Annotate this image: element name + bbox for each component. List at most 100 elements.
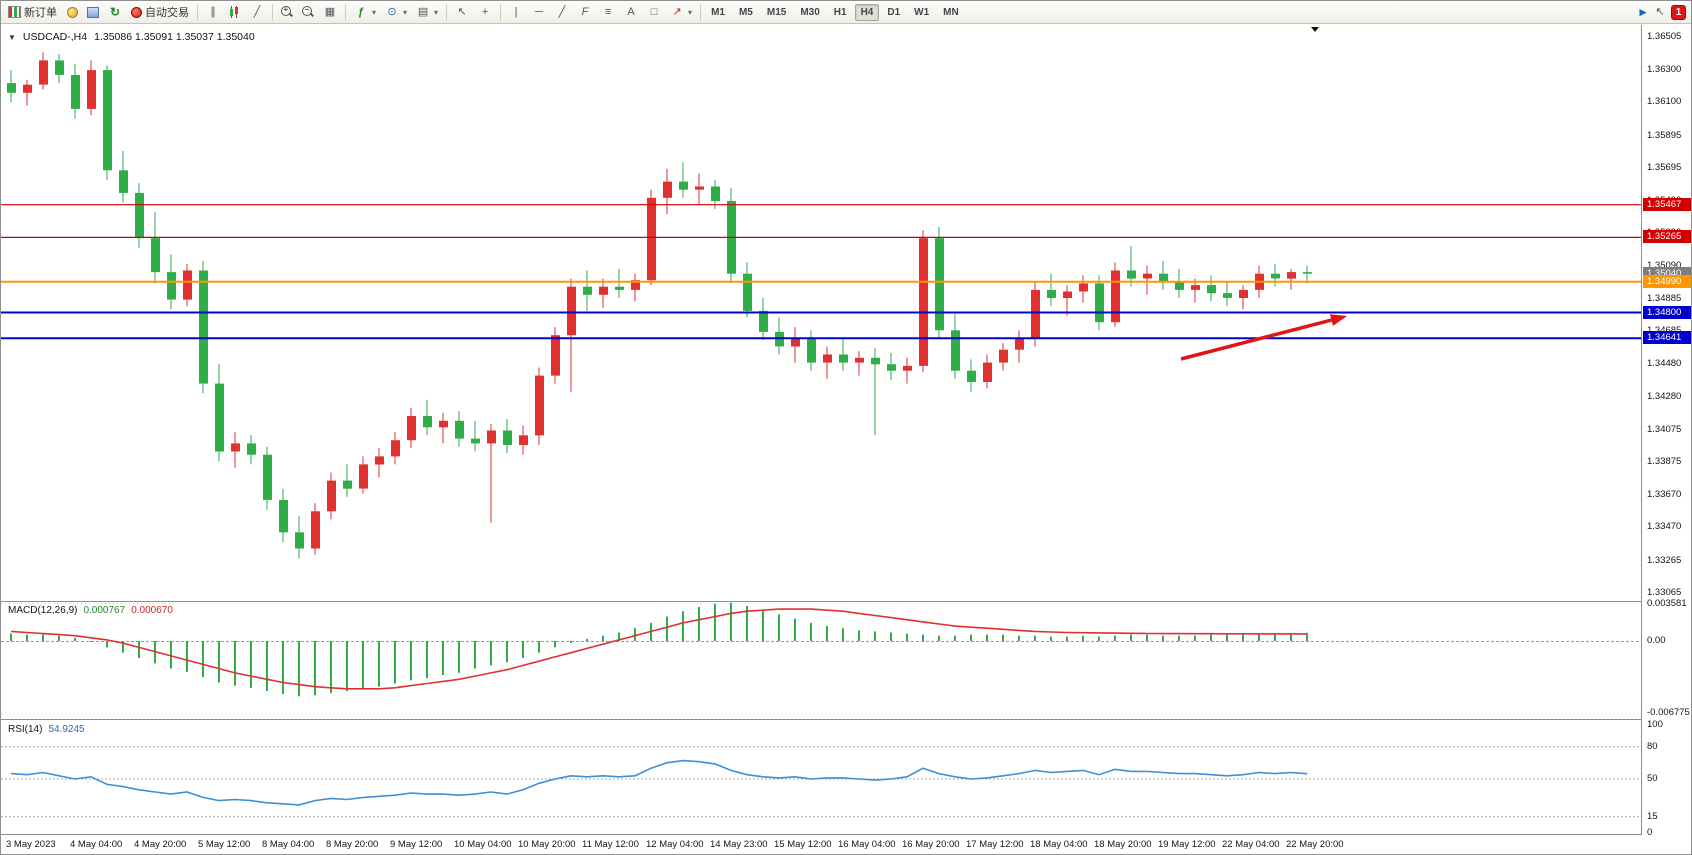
autotrade-icon — [131, 6, 142, 18]
price-axis-label: 1.35090 — [1647, 260, 1682, 271]
toolbar-separator — [446, 3, 448, 21]
chart-menu-triangle-icon[interactable]: ▼ — [8, 32, 16, 42]
toolbar-right-icons: ► ↖ 1 — [1637, 4, 1688, 20]
candlestick-button[interactable] — [225, 3, 245, 22]
horizontal-line-button[interactable]: ─ — [528, 3, 550, 22]
rsi-axis-label: 0 — [1647, 827, 1653, 838]
label-button[interactable]: □ — [643, 3, 665, 22]
time-axis-label: 15 May 12:00 — [774, 839, 832, 850]
time-axis-label: 9 May 12:00 — [390, 839, 443, 850]
autotrade-button[interactable]: 自动交易 — [127, 3, 193, 22]
rsi-axis-label: 50 — [1647, 773, 1658, 784]
vertical-line-button[interactable]: | — [505, 3, 527, 22]
time-axis-label: 14 May 23:00 — [710, 839, 768, 850]
fibonacci-button[interactable]: F — [574, 3, 596, 22]
timeframe-M1[interactable]: M1 — [711, 6, 725, 18]
toolbar-separator — [197, 3, 198, 21]
macd-axis-label: -0.006775 — [1647, 707, 1690, 718]
refresh-button[interactable]: ↻ — [104, 3, 126, 22]
autotrade-label: 自动交易 — [145, 7, 189, 19]
price-axis[interactable] — [1642, 25, 1691, 835]
timeframe-M5[interactable]: M5 — [738, 6, 753, 18]
price-axis-label: 1.34075 — [1647, 424, 1682, 435]
hline-price-badge: 1.35265 — [1643, 230, 1691, 243]
templates-button[interactable]: ▤ ▾ — [412, 3, 442, 22]
price-axis-label: 1.33670 — [1647, 489, 1682, 500]
timeframe-group: M1 M5 M15 M30 H1 H4 D1 W1 MN — [705, 3, 965, 21]
time-axis-label: 5 May 12:00 — [198, 839, 251, 850]
macd-layer — [1, 602, 1691, 714]
macd-axis-label: 0.00 — [1647, 635, 1666, 646]
time-axis-label: 11 May 12:00 — [582, 839, 639, 850]
price-axis-label: 1.33470 — [1647, 521, 1682, 532]
time-axis-label: 3 May 2023 — [6, 839, 56, 850]
macd-pane-label: MACD(12,26,9) 0.000767 0.000670 — [8, 605, 173, 616]
price-axis-label: 1.36100 — [1647, 96, 1682, 107]
toolbar-separator — [272, 3, 273, 21]
new-order-icon — [8, 6, 21, 18]
macd-signal-value: 0.000670 — [131, 605, 173, 616]
crosshair-icon: + — [481, 6, 489, 18]
text-button[interactable]: A — [620, 3, 642, 22]
time-axis[interactable] — [1, 835, 1691, 854]
line-chart-icon: ╱ — [253, 6, 261, 18]
notification-badge[interactable]: 1 — [1671, 4, 1686, 20]
chevron-down-icon: ▾ — [434, 7, 439, 17]
channels-button[interactable]: ≡ — [597, 3, 619, 22]
cursor-button[interactable]: ↖ — [451, 3, 473, 22]
price-axis-label: 1.33265 — [1647, 555, 1682, 566]
fibonacci-icon: F — [581, 6, 589, 18]
timeframe-H1[interactable]: H1 — [833, 6, 847, 18]
period-button[interactable]: ⊙ ▾ — [381, 3, 411, 22]
time-axis-label: 4 May 20:00 — [134, 839, 187, 850]
timeframe-MN[interactable]: MN — [943, 6, 959, 18]
channels-icon: ≡ — [604, 6, 612, 18]
pointer-icon[interactable]: ► — [1637, 5, 1649, 19]
cursor-secondary-icon[interactable]: ↖ — [1655, 6, 1665, 18]
toolbar-separator — [700, 3, 702, 21]
time-axis-label: 16 May 04:00 — [838, 839, 896, 850]
line-chart-button[interactable]: ╱ — [246, 3, 268, 22]
crosshair-button[interactable]: + — [474, 3, 496, 22]
new-order-button[interactable]: 新订单 — [4, 3, 61, 22]
price-axis-label: 1.34480 — [1647, 358, 1682, 369]
chart-header: ▼ USDCAD-,H4 1.35086 1.35091 1.35037 1.3… — [8, 31, 255, 43]
arrow-object-layer — [1180, 314, 1347, 361]
macd-name: MACD(12,26,9) — [8, 605, 78, 616]
hline-price-badge: 1.35467 — [1643, 198, 1691, 211]
timeframe-W1[interactable]: W1 — [914, 6, 930, 18]
zoom-out-icon: − — [302, 5, 314, 18]
toolbar-separator — [345, 3, 346, 21]
price-axis-label: 1.36505 — [1647, 31, 1682, 42]
time-axis-label: 10 May 04:00 — [454, 839, 512, 850]
arrows-button[interactable]: ↗ ▾ — [666, 3, 696, 22]
indicators-button[interactable]: ƒ ▾ — [350, 3, 380, 22]
template-icon: ▤ — [417, 6, 429, 18]
chevron-down-icon: ▾ — [688, 7, 693, 17]
timeframe-M30[interactable]: M30 — [800, 6, 820, 18]
zoom-out-button[interactable]: − — [298, 3, 318, 22]
price-axis-label: 1.34685 — [1647, 325, 1681, 336]
zoom-in-icon: + — [281, 5, 293, 18]
time-axis-label: 22 May 04:00 — [1222, 839, 1280, 850]
arrow-object-icon: ↗ — [672, 6, 682, 18]
toolbar-separator — [500, 3, 502, 21]
profiles-button[interactable] — [62, 3, 82, 22]
chart-symbol-period: USDCAD-,H4 — [22, 31, 88, 43]
time-axis-label: 4 May 04:00 — [70, 839, 123, 850]
dividers-layer — [1, 25, 1691, 835]
price-axis-label: 1.33065 — [1647, 587, 1682, 598]
zoom-in-button[interactable]: + — [277, 3, 297, 22]
rsi-layer — [1, 746, 1691, 818]
time-axis-label: 10 May 20:00 — [518, 839, 576, 850]
indicators-icon: ƒ — [357, 6, 365, 18]
timeframe-H4[interactable]: H4 — [854, 3, 880, 21]
navigator-button[interactable] — [83, 3, 103, 22]
bar-chart-button[interactable]: ∥ — [202, 3, 224, 22]
macd-axis-label: 0.003581 — [1647, 598, 1687, 609]
trendline-button[interactable]: ╱ — [551, 3, 573, 22]
tile-windows-button[interactable]: ▦ — [319, 3, 341, 22]
timeframe-D1[interactable]: D1 — [887, 6, 901, 18]
timeframe-M15[interactable]: M15 — [766, 6, 787, 18]
